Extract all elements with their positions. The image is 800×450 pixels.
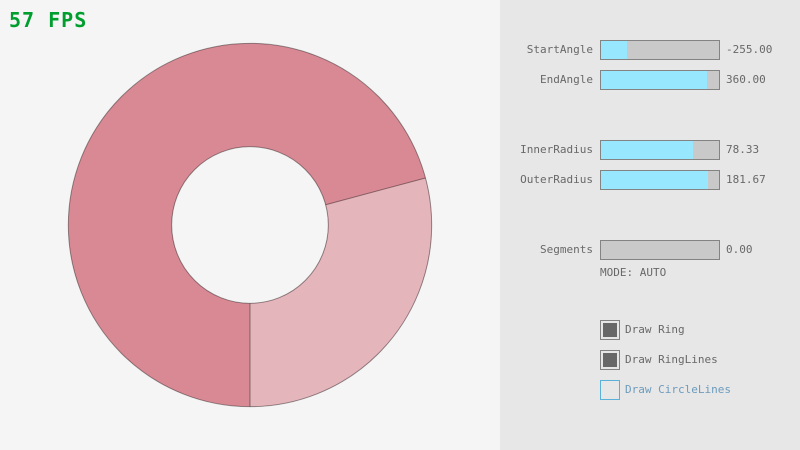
checkbox-check-icon <box>603 323 617 337</box>
slider-outer-radius[interactable] <box>600 170 720 190</box>
slider-value: -255.00 <box>726 43 773 56</box>
slider-value: 0.00 <box>726 243 753 256</box>
slider-label: InnerRadius <box>520 143 593 156</box>
slider-fill <box>601 141 694 159</box>
checkbox-draw-ringlines[interactable] <box>600 350 620 370</box>
slider-label: OuterRadius <box>520 173 593 186</box>
slider-start-angle[interactable] <box>600 40 720 60</box>
checkbox-label: Draw RingLines <box>625 353 718 366</box>
fps-counter: 57 FPS <box>9 8 88 32</box>
ring-single-sector <box>250 177 432 407</box>
controls-panel: StartAngle -255.00 EndAngle 360.00 Inner… <box>500 0 800 450</box>
slider-end-angle[interactable] <box>600 70 720 90</box>
checkbox-label: Draw CircleLines <box>625 383 731 396</box>
slider-label: StartAngle <box>526 43 593 56</box>
ring-outlines <box>67 42 433 408</box>
slider-inner-radius[interactable] <box>600 140 720 160</box>
checkbox-check-icon <box>603 353 617 367</box>
checkbox-label: Draw Ring <box>625 323 685 336</box>
slider-value: 78.33 <box>726 143 760 156</box>
slider-label: EndAngle <box>540 73 593 86</box>
slider-value: 360.00 <box>726 73 766 86</box>
slider-segments[interactable] <box>600 240 720 260</box>
slider-value: 181.67 <box>726 173 766 186</box>
slider-fill <box>601 41 627 59</box>
slider-label: Segments <box>540 243 593 256</box>
slider-fill <box>601 171 709 189</box>
slider-fill <box>601 71 708 89</box>
mode-label: MODE: AUTO <box>600 266 667 279</box>
checkbox-draw-circlelines[interactable] <box>600 380 620 400</box>
checkbox-draw-ring[interactable] <box>600 320 620 340</box>
